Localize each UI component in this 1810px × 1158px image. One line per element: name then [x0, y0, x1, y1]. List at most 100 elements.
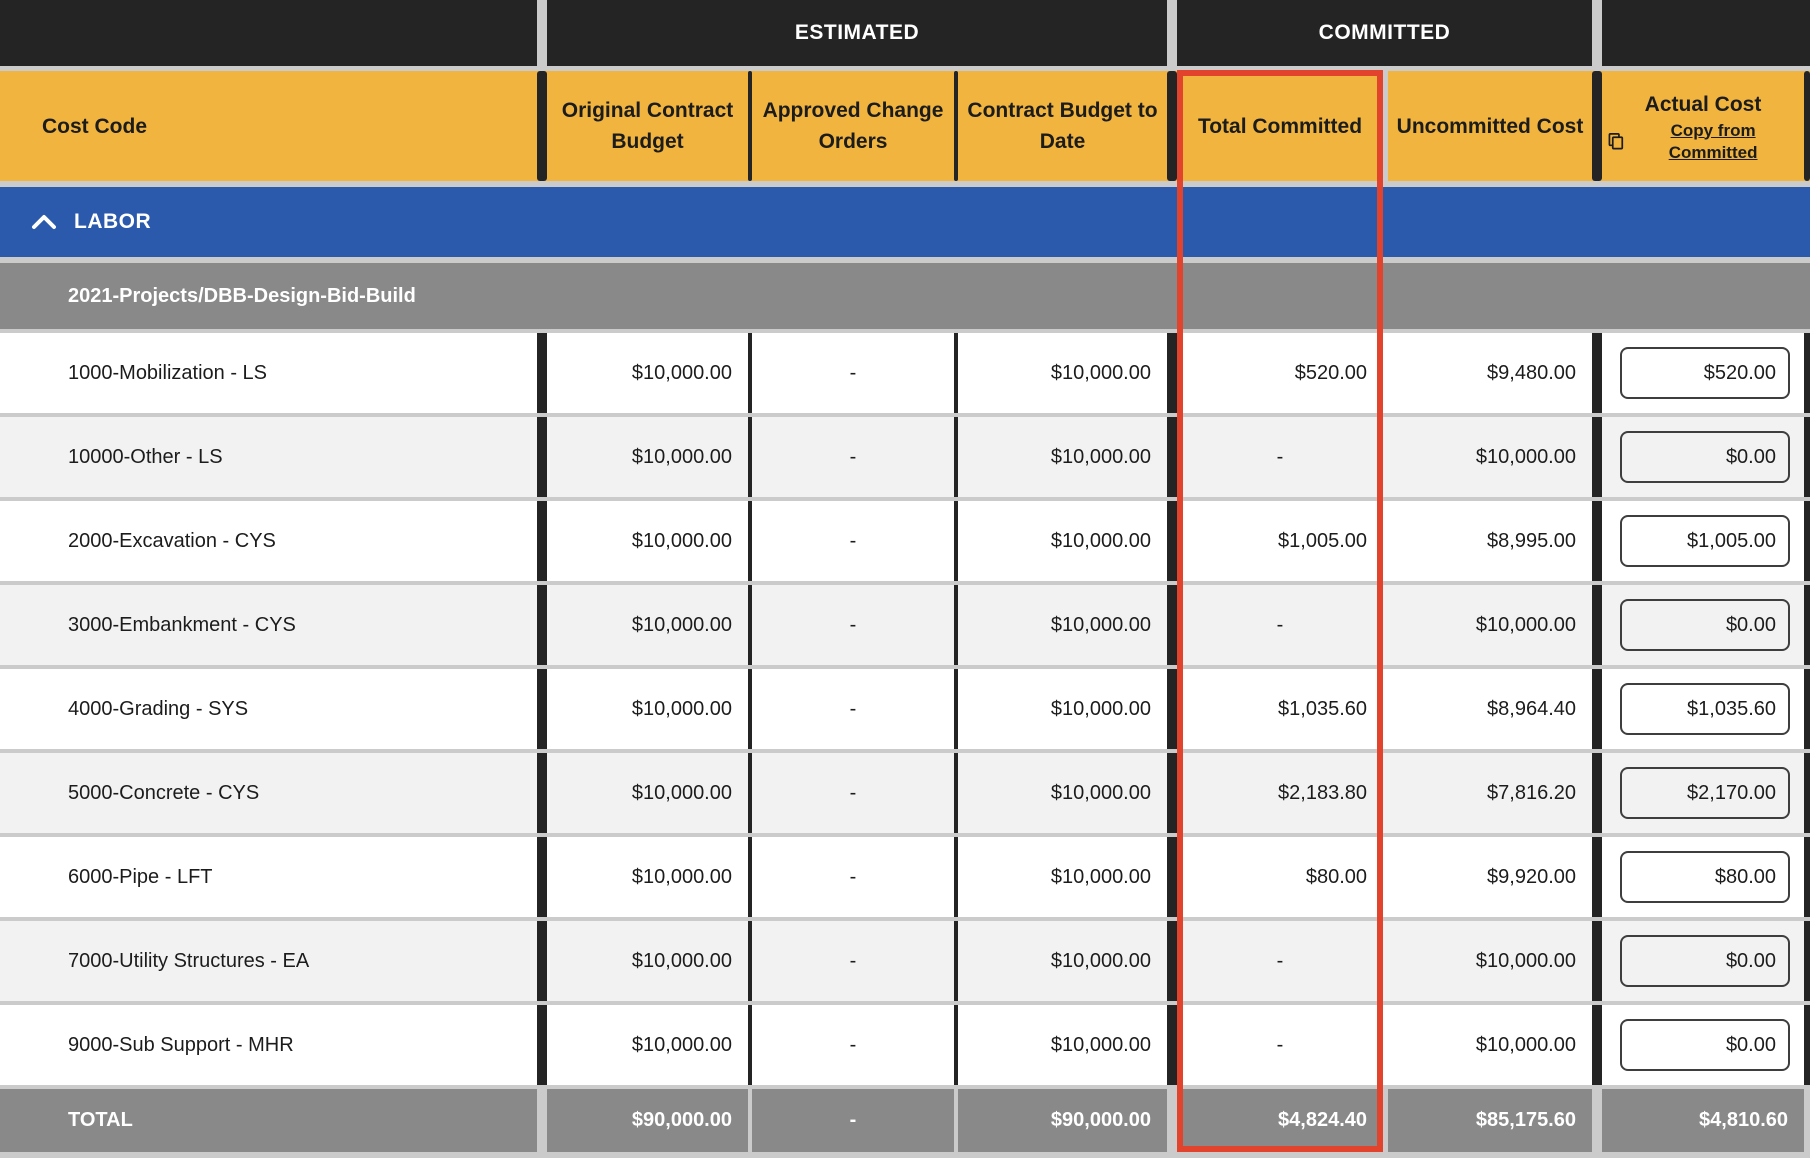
column-separator	[1167, 585, 1177, 665]
group-header-spacer-right	[1602, 0, 1810, 66]
approved-change-orders-cell: -	[849, 781, 857, 804]
actual-cost-input[interactable]: $1,035.60	[1620, 683, 1790, 735]
column-separator	[537, 71, 547, 181]
actual-cost-input[interactable]: $80.00	[1620, 851, 1790, 903]
contract-budget-to-date-cell: $10,000.00	[1050, 361, 1151, 384]
column-separator	[537, 837, 547, 917]
column-header-uncommitted-cost: Uncommitted Cost	[1396, 114, 1584, 138]
actual-cost-cell: $0.00	[1602, 1005, 1804, 1085]
uncommitted-cost-cell: $10,000.00	[1475, 1033, 1576, 1056]
actual-cost-input[interactable]: $2,170.00	[1620, 767, 1790, 819]
column-separator	[748, 501, 752, 581]
column-separator	[954, 1005, 958, 1085]
column-separator	[1167, 0, 1177, 66]
column-header-approved-change-orders: Approved Change Orders	[762, 99, 944, 153]
uncommitted-cost-cell: $9,920.00	[1487, 865, 1576, 888]
column-separator	[748, 585, 752, 665]
actual-cost-input[interactable]: $0.00	[1620, 935, 1790, 987]
approved-change-orders-cell: -	[849, 1033, 857, 1056]
column-separator	[1167, 837, 1177, 917]
column-separator	[748, 417, 752, 497]
column-header-original-contract-budget: Original Contract Budget	[561, 99, 734, 153]
actual-cost-cell: $2,170.00	[1602, 753, 1804, 833]
column-header-total-committed: Total Committed	[1197, 114, 1363, 138]
original-budget-cell: $10,000.00	[631, 949, 732, 972]
total-original-budget: $90,000.00	[631, 1109, 732, 1131]
total-approved-change-orders: -	[849, 1109, 857, 1131]
total-committed-cell: $80.00	[1305, 865, 1367, 888]
cost-code-cell: 5000-Concrete - CYS	[68, 781, 260, 804]
column-separator	[748, 921, 752, 1001]
uncommitted-cost-cell: $8,964.40	[1487, 697, 1576, 720]
section-row-labor[interactable]: LABOR	[0, 187, 1810, 257]
project-group-label: 2021-Projects/DBB-Design-Bid-Build	[68, 284, 416, 307]
original-budget-cell: $10,000.00	[631, 529, 732, 552]
table-row: 3000-Embankment - CYS $10,000.00 - $10,0…	[0, 585, 1810, 665]
column-separator	[1167, 669, 1177, 749]
actual-cost-input[interactable]: $1,005.00	[1620, 515, 1790, 567]
column-separator	[1592, 333, 1602, 413]
cost-code-cell: 1000-Mobilization - LS	[68, 361, 267, 384]
uncommitted-cost-cell: $10,000.00	[1475, 445, 1576, 468]
uncommitted-cost-cell: $7,816.20	[1487, 781, 1576, 804]
actual-cost-input[interactable]: $0.00	[1620, 431, 1790, 483]
group-header-estimated: ESTIMATED	[547, 0, 1167, 66]
column-separator	[748, 71, 752, 181]
uncommitted-cost-cell: $9,480.00	[1487, 361, 1576, 384]
table-row: 1000-Mobilization - LS $10,000.00 - $10,…	[0, 333, 1810, 413]
column-separator	[748, 1089, 752, 1152]
table-row: 10000-Other - LS $10,000.00 - $10,000.00…	[0, 417, 1810, 497]
actual-cost-cell: $1,005.00	[1602, 501, 1804, 581]
original-budget-cell: $10,000.00	[631, 1033, 732, 1056]
actual-cost-input[interactable]: $0.00	[1620, 599, 1790, 651]
total-committed-cell: $1,005.00	[1278, 529, 1367, 552]
total-committed-cell: -	[1276, 1033, 1284, 1056]
contract-budget-to-date-cell: $10,000.00	[1050, 529, 1151, 552]
column-separator	[954, 585, 958, 665]
original-budget-cell: $10,000.00	[631, 781, 732, 804]
contract-budget-to-date-cell: $10,000.00	[1050, 445, 1151, 468]
column-separator	[1592, 1005, 1602, 1085]
group-header-row: ESTIMATED COMMITTED	[0, 0, 1810, 66]
column-separator	[1804, 669, 1810, 749]
chevron-up-icon[interactable]	[30, 211, 58, 233]
approved-change-orders-cell: -	[849, 697, 857, 720]
approved-change-orders-cell: -	[849, 529, 857, 552]
column-separator	[748, 669, 752, 749]
column-separator	[537, 1089, 547, 1152]
column-separator	[1167, 1005, 1177, 1085]
actual-cost-cell: $0.00	[1602, 417, 1804, 497]
column-separator	[954, 837, 958, 917]
uncommitted-cost-cell: $8,995.00	[1487, 529, 1576, 552]
total-contract-budget-to-date: $90,000.00	[1050, 1109, 1151, 1131]
column-separator	[1167, 1089, 1177, 1152]
group-header-spacer-left	[0, 0, 537, 66]
total-uncommitted-cost: $85,175.60	[1475, 1109, 1576, 1131]
column-separator	[1592, 585, 1602, 665]
column-separator	[954, 71, 958, 181]
cost-code-cell: 2000-Excavation - CYS	[68, 529, 276, 552]
table-body: 1000-Mobilization - LS $10,000.00 - $10,…	[0, 333, 1810, 1085]
original-budget-cell: $10,000.00	[631, 361, 732, 384]
actual-cost-cell: $520.00	[1602, 333, 1804, 413]
column-separator	[1167, 333, 1177, 413]
actual-cost-input[interactable]: $520.00	[1620, 347, 1790, 399]
total-committed-cell: $520.00	[1294, 361, 1367, 384]
column-header-contract-budget-to-date: Contract Budget to Date	[967, 99, 1158, 153]
column-header-row: Cost Code Original Contract Budget Appro…	[0, 71, 1810, 181]
copy-from-committed-label: Copy from Committed	[1668, 120, 1758, 162]
copy-from-committed-link[interactable]: Copy from Committed	[1608, 120, 1798, 164]
actual-cost-input[interactable]: $0.00	[1620, 1019, 1790, 1071]
column-separator	[1592, 669, 1602, 749]
column-separator	[537, 417, 547, 497]
actual-cost-cell: $0.00	[1602, 921, 1804, 1001]
column-separator	[1804, 585, 1810, 665]
column-separator	[954, 921, 958, 1001]
copy-icon	[1608, 133, 1624, 150]
table-row: 6000-Pipe - LFT $10,000.00 - $10,000.00 …	[0, 837, 1810, 917]
approved-change-orders-cell: -	[849, 445, 857, 468]
column-header-actual-cost: Actual Cost Copy from Committed	[1602, 71, 1804, 181]
column-separator	[1167, 753, 1177, 833]
total-row: TOTAL $90,000.00 - $90,000.00 $4,824.40 …	[0, 1089, 1810, 1152]
